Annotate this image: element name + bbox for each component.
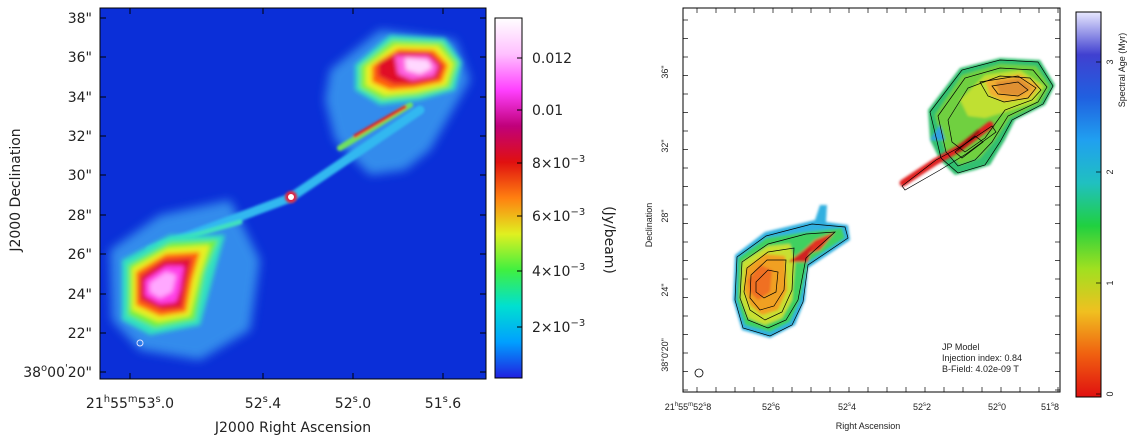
y-tick-label: 30"	[68, 168, 92, 184]
annotation-line: B-Field: 4.02e-09 T	[942, 364, 1019, 374]
y-tick-label: 22"	[68, 326, 92, 342]
right-x-tick-labels: 21h55m52s8 52s6 52s4 52s2 52s0 51s8	[665, 402, 1059, 412]
left-colorbar	[494, 17, 523, 379]
x-tick-label: 21h55m53s.0	[86, 394, 174, 412]
colorbar-tick-label: 2×10−3	[532, 318, 585, 336]
model-annotation: JP Model Injection index: 0.84 B-Field: …	[942, 342, 1022, 374]
colorbar-tick-label: 0.01	[532, 103, 563, 119]
x-tick-label: 51s8	[1041, 402, 1059, 412]
annotation-line: Injection index: 0.84	[942, 353, 1022, 363]
x-tick-label: 52s4	[838, 402, 856, 412]
left-map-panel: 38" 36" 34" 32" 30" 28" 26" 24" 22" 38o00'20" J20…	[8, 7, 617, 436]
y-tick-label: 32"	[660, 139, 670, 152]
y-tick-label: 38"	[68, 11, 92, 27]
x-tick-label: 52s.4	[245, 394, 281, 412]
left-x-tick-labels: 21h55m53s.0 52s.4 52s.0 51s.6	[86, 394, 461, 412]
x-tick-label: 21h55m52s8	[665, 402, 711, 412]
right-lower-lobe	[733, 205, 850, 338]
x-tick-label: 51s.6	[425, 394, 461, 412]
beam-marker	[694, 368, 704, 378]
x-tick-label: 52s.0	[335, 394, 371, 412]
right-ylabel: Declination	[644, 203, 654, 248]
right-upper-lobe	[928, 58, 1055, 175]
right-colorbar-ticks: 3 2 1 0	[1096, 59, 1115, 397]
left-radio-emission	[110, 30, 470, 360]
y-tick-label: 24"	[660, 283, 670, 296]
colorbar-tick-label: 6×10−3	[532, 207, 585, 225]
colorbar-tick-label: 2	[1105, 169, 1115, 174]
colorbar-tick-label: 0	[1105, 391, 1115, 396]
y-tick-label: 38o00'20"	[23, 363, 92, 381]
colorbar-tick-label: 4×10−3	[532, 262, 585, 280]
left-frame	[99, 7, 487, 380]
right-colorbar	[1075, 11, 1102, 398]
colorbar-tick-label: 0.012	[532, 51, 572, 67]
contours	[734, 59, 1054, 337]
left-y-tick-labels: 38" 36" 34" 32" 30" 28" 26" 24" 22" 38o00'20"	[23, 11, 92, 381]
left-ylabel: J2000 Declination	[8, 128, 24, 252]
colorbar-tick-label: 8×10−3	[532, 154, 585, 172]
x-tick-label: 52s2	[913, 402, 931, 412]
right-xlabel: Right Ascension	[836, 421, 901, 431]
y-tick-label: 36"	[660, 65, 670, 78]
right-map-panel: 36" 32" 28" 24" 38°0'20" Declination 21h…	[644, 7, 1127, 431]
left-colorbar-ticks: 0.012 0.01 8×10−3 6×10−3 4×10−3 2×10−3	[517, 51, 585, 336]
x-tick-label: 52s0	[988, 402, 1006, 412]
left-xlabel: J2000 Right Ascension	[214, 420, 371, 436]
y-tick-label: 26"	[68, 247, 92, 263]
colorbar-tick-label: 1	[1105, 280, 1115, 285]
y-tick-label: 36"	[68, 50, 92, 66]
annotation-line: JP Model	[942, 342, 979, 352]
beam-marker	[136, 339, 144, 347]
colorbar-tick-label: 3	[1105, 59, 1115, 64]
y-tick-label: 24"	[68, 287, 92, 303]
y-tick-label: 32"	[68, 129, 92, 145]
x-tick-label: 52s6	[762, 402, 780, 412]
y-tick-label: 38°0'20"	[660, 338, 670, 372]
right-axis-ticks	[683, 8, 1060, 392]
right-colorbar-label: Spectral Age (Myr)	[1117, 33, 1127, 108]
y-tick-label: 28"	[660, 209, 670, 222]
y-tick-label: 34"	[68, 90, 92, 106]
left-axis-ticks	[100, 8, 486, 379]
left-colorbar-label: (Jy/beam)	[601, 206, 617, 274]
y-tick-label: 28"	[68, 208, 92, 224]
right-y-tick-labels: 36" 32" 28" 24" 38°0'20"	[660, 65, 670, 371]
